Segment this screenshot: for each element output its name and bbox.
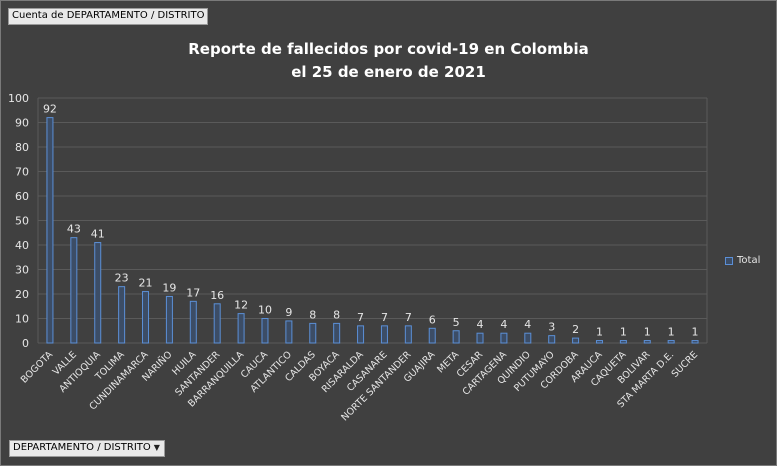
bar bbox=[118, 286, 126, 344]
bar bbox=[237, 313, 245, 344]
data-label: 19 bbox=[162, 281, 176, 294]
data-label: 4 bbox=[477, 318, 484, 331]
bar bbox=[309, 322, 317, 344]
data-label: 8 bbox=[309, 308, 316, 321]
bar bbox=[165, 295, 173, 344]
data-label: 43 bbox=[67, 223, 81, 236]
bar bbox=[476, 332, 484, 344]
bar bbox=[595, 340, 603, 344]
y-tick-label: 20 bbox=[15, 288, 29, 301]
bar bbox=[94, 242, 102, 344]
triangle-down-icon[interactable]: ▼ bbox=[153, 443, 160, 452]
data-label: 1 bbox=[668, 326, 675, 339]
y-tick-label: 90 bbox=[15, 117, 29, 130]
bar bbox=[213, 303, 221, 344]
data-label: 7 bbox=[381, 311, 388, 324]
data-label: 1 bbox=[692, 326, 699, 339]
legend: Total bbox=[725, 254, 760, 268]
x-tick-label: SUCRE bbox=[670, 349, 701, 380]
data-label: 16 bbox=[210, 289, 224, 302]
data-label: 23 bbox=[115, 272, 129, 285]
bar bbox=[70, 237, 78, 344]
data-label: 21 bbox=[139, 277, 153, 290]
chart-title-line-2: el 25 de enero de 2021 bbox=[291, 63, 486, 81]
y-tick-label: 60 bbox=[15, 190, 29, 203]
legend-swatch bbox=[725, 257, 733, 265]
y-tick-label: 40 bbox=[15, 239, 29, 252]
y-tick-label: 80 bbox=[15, 141, 29, 154]
y-tick-label: 10 bbox=[15, 313, 29, 326]
data-label: 9 bbox=[285, 306, 292, 319]
data-label: 1 bbox=[596, 326, 603, 339]
data-label: 7 bbox=[405, 311, 412, 324]
data-label: 4 bbox=[524, 318, 531, 331]
data-label: 5 bbox=[453, 316, 460, 329]
bar bbox=[189, 300, 197, 344]
bar bbox=[285, 320, 293, 344]
bar bbox=[667, 340, 675, 344]
data-label: 1 bbox=[620, 326, 627, 339]
bar bbox=[643, 340, 651, 344]
bar bbox=[691, 340, 699, 344]
data-label: 41 bbox=[91, 228, 105, 241]
data-label: 7 bbox=[357, 311, 364, 324]
bar bbox=[261, 318, 269, 344]
bar bbox=[452, 330, 460, 344]
bar bbox=[142, 291, 150, 344]
bar bbox=[548, 335, 556, 344]
bar bbox=[428, 327, 436, 344]
chart-title-line-1: Reporte de fallecidos por covid-19 en Co… bbox=[188, 40, 589, 58]
data-label: 10 bbox=[258, 304, 272, 317]
bar bbox=[572, 337, 580, 344]
data-label: 1 bbox=[644, 326, 651, 339]
data-label: 3 bbox=[548, 321, 555, 334]
axis-field-label: DEPARTAMENTO / DISTRITO bbox=[13, 442, 151, 453]
legend-label: Total bbox=[737, 255, 761, 266]
bar bbox=[500, 332, 508, 344]
bar bbox=[357, 325, 365, 344]
data-label: 2 bbox=[572, 323, 579, 336]
bar bbox=[46, 117, 54, 344]
y-tick-label: 100 bbox=[8, 92, 29, 105]
data-label: 4 bbox=[500, 318, 507, 331]
value-field-button[interactable]: Cuenta de DEPARTAMENTO / DISTRITO bbox=[8, 8, 209, 25]
bar bbox=[524, 332, 532, 344]
axis-field-button[interactable]: DEPARTAMENTO / DISTRITO ▼ bbox=[9, 440, 165, 457]
data-label: 17 bbox=[186, 286, 200, 299]
y-tick-label: 30 bbox=[15, 264, 29, 277]
y-tick-label: 70 bbox=[15, 166, 29, 179]
bar bbox=[380, 325, 388, 344]
x-tick-label: BOGOTA bbox=[19, 349, 56, 386]
bar bbox=[333, 322, 341, 344]
data-label: 92 bbox=[43, 103, 57, 116]
data-label: 12 bbox=[234, 299, 248, 312]
data-label: 8 bbox=[333, 308, 340, 321]
data-label: 6 bbox=[429, 313, 436, 326]
y-tick-label: 50 bbox=[15, 215, 29, 228]
y-tick-label: 0 bbox=[22, 337, 29, 350]
bar bbox=[404, 325, 412, 344]
bar bbox=[619, 340, 627, 344]
